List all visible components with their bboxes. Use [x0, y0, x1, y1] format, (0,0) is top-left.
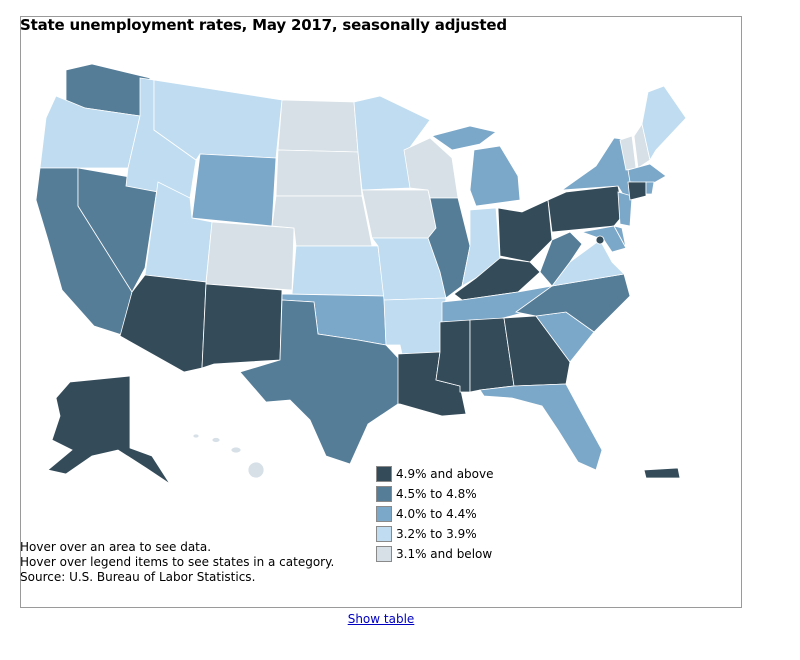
state-ma[interactable]: [627, 163, 667, 185]
legend-label: 4.5% to 4.8%: [396, 487, 477, 501]
state-me[interactable]: [641, 85, 687, 162]
hover-area-note: Hover over an area to see data.: [20, 540, 212, 554]
legend-item-0[interactable]: 4.9% and above: [376, 464, 494, 484]
state-ks[interactable]: [291, 245, 385, 297]
state-nd[interactable]: [277, 99, 359, 153]
state-nj[interactable]: [617, 191, 633, 227]
legend-swatch: [376, 506, 392, 522]
legend-swatch: [376, 486, 392, 502]
state-wy[interactable]: [191, 153, 277, 227]
state-co[interactable]: [205, 221, 295, 291]
state-ri[interactable]: [645, 181, 655, 195]
show-table-container: Show table: [0, 612, 762, 626]
legend-swatch: [376, 526, 392, 542]
state-mi-up[interactable]: [431, 125, 497, 151]
state-il[interactable]: [427, 197, 471, 299]
state-sd[interactable]: [275, 149, 363, 197]
map-title: State unemployment rates, May 2017, seas…: [20, 16, 507, 34]
legend-label: 4.9% and above: [396, 467, 494, 481]
legend-item-4[interactable]: 3.1% and below: [376, 544, 494, 564]
state-pa[interactable]: [547, 185, 625, 233]
legend-label: 4.0% to 4.4%: [396, 507, 477, 521]
legend-label: 3.2% to 3.9%: [396, 527, 477, 541]
hover-legend-note: Hover over legend items to see states in…: [20, 555, 335, 569]
state-dc[interactable]: [595, 235, 605, 245]
state-oh[interactable]: [497, 199, 553, 263]
state-pr[interactable]: [643, 467, 681, 479]
source-note: Source: U.S. Bureau of Labor Statistics.: [20, 570, 256, 584]
state-ak[interactable]: [47, 375, 171, 485]
legend-swatch: [376, 466, 392, 482]
state-tx[interactable]: [239, 299, 401, 465]
state-ct[interactable]: [627, 181, 647, 201]
legend-swatch: [376, 546, 392, 562]
state-ar[interactable]: [383, 297, 447, 355]
state-ia[interactable]: [361, 189, 437, 239]
state-wv[interactable]: [539, 231, 583, 287]
state-nm[interactable]: [201, 283, 283, 369]
map-notes: Hover over an area to see data. Hover ov…: [20, 540, 334, 585]
legend-item-3[interactable]: 3.2% to 3.9%: [376, 524, 494, 544]
state-de[interactable]: [613, 225, 627, 249]
show-table-link[interactable]: Show table: [347, 612, 415, 626]
legend-item-1[interactable]: 4.5% to 4.8%: [376, 484, 494, 504]
map-legend: 4.9% and above 4.5% to 4.8% 4.0% to 4.4%…: [376, 464, 494, 564]
state-mi[interactable]: [469, 145, 521, 207]
state-ga[interactable]: [503, 315, 571, 387]
state-hi[interactable]: [192, 433, 265, 479]
legend-label: 3.1% and below: [396, 547, 493, 561]
legend-item-2[interactable]: 4.0% to 4.4%: [376, 504, 494, 524]
state-ms[interactable]: [435, 319, 471, 393]
state-fl[interactable]: [479, 383, 603, 471]
